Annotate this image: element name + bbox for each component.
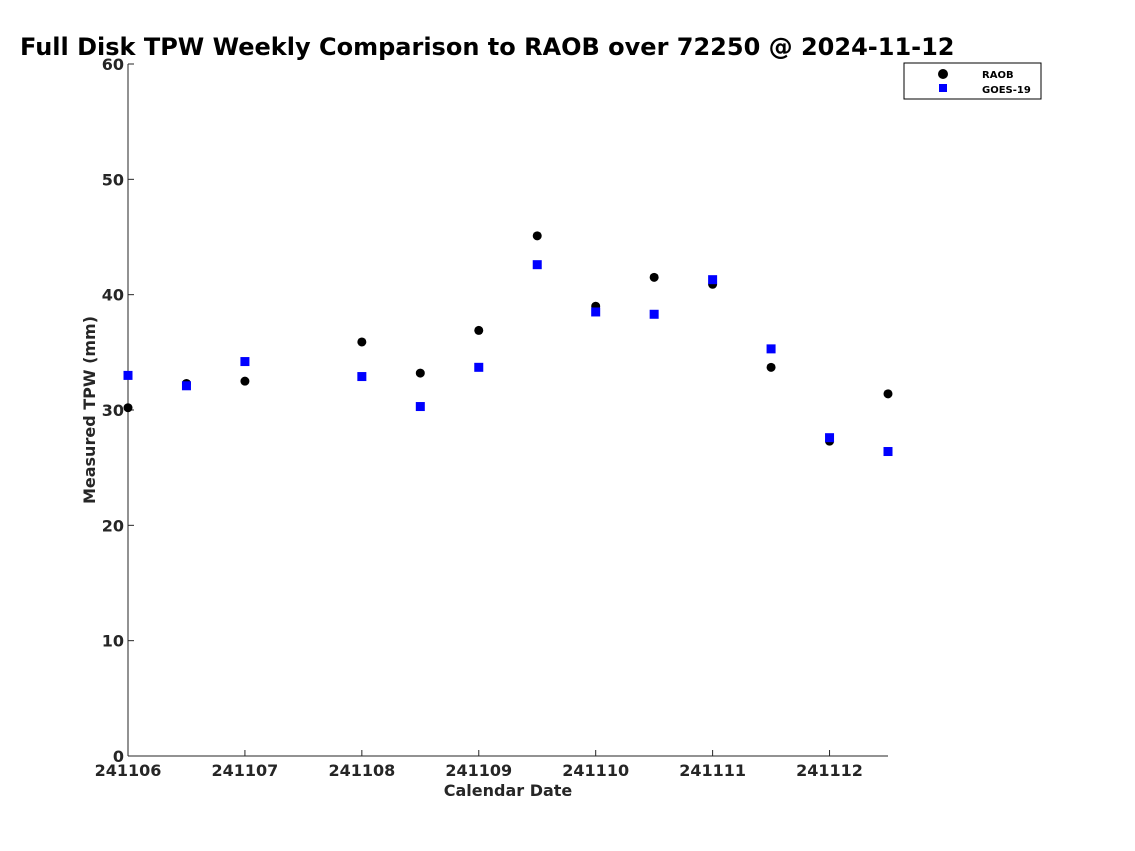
goes-19-point xyxy=(474,362,484,372)
goes-19-point xyxy=(708,275,718,285)
raob-point xyxy=(240,376,250,386)
raob-point xyxy=(123,403,133,413)
y-tick-label: 60 xyxy=(102,55,124,74)
x-axis-ticks: 241106 241107 241108 241109 241110 241111 2411… xyxy=(95,750,863,780)
x-tick-label: 241108 xyxy=(328,761,395,780)
goes-19-point xyxy=(591,307,601,317)
goes-19-point xyxy=(181,381,191,391)
y-tick-label: 0 xyxy=(113,747,124,766)
raob-point xyxy=(649,272,659,282)
legend-raob-label: RAOB xyxy=(982,70,1014,81)
series-goes-19 xyxy=(123,260,893,457)
goes-19-point xyxy=(649,309,659,319)
raob-point xyxy=(766,362,776,372)
goes-19-point xyxy=(240,357,250,367)
raob-point xyxy=(532,231,542,241)
x-tick-label: 241112 xyxy=(796,761,863,780)
x-tick-label: 241107 xyxy=(212,761,279,780)
legend-box xyxy=(903,62,1042,100)
goes-19-point xyxy=(825,433,835,443)
legend-goes-label: GOES-19 xyxy=(982,85,1031,96)
goes-19-point xyxy=(883,447,893,457)
legend-raob-marker xyxy=(938,69,948,79)
x-tick-label: 241111 xyxy=(679,761,746,780)
y-axis-ticks: 0 10 20 30 40 50 60 xyxy=(102,55,134,766)
goes-19-point xyxy=(123,370,133,380)
y-tick-label: 30 xyxy=(102,401,124,420)
legend-goes-marker xyxy=(939,84,947,92)
goes-19-point xyxy=(357,372,367,382)
y-tick-label: 50 xyxy=(102,170,124,189)
y-tick-label: 40 xyxy=(102,286,124,305)
x-tick-label: 241109 xyxy=(445,761,512,780)
goes-19-point xyxy=(415,402,425,412)
raob-point xyxy=(883,389,893,399)
goes-19-point xyxy=(532,260,542,270)
raob-point xyxy=(474,325,484,335)
goes-19-point xyxy=(766,344,776,354)
series-raob xyxy=(123,231,893,446)
y-tick-label: 10 xyxy=(102,632,124,651)
raob-point xyxy=(357,337,367,347)
legend: RAOB GOES-19 xyxy=(903,62,1042,100)
chart-title: Full Disk TPW Weekly Comparison to RAOB … xyxy=(20,33,955,61)
x-tick-label: 241110 xyxy=(562,761,629,780)
raob-point xyxy=(415,368,425,378)
x-axis-label: Calendar Date xyxy=(444,781,573,800)
y-axis-label: Measured TPW (mm) xyxy=(80,316,99,504)
y-tick-label: 20 xyxy=(102,516,124,535)
series-layer xyxy=(123,231,893,457)
x-tick-label: 241106 xyxy=(95,761,162,780)
